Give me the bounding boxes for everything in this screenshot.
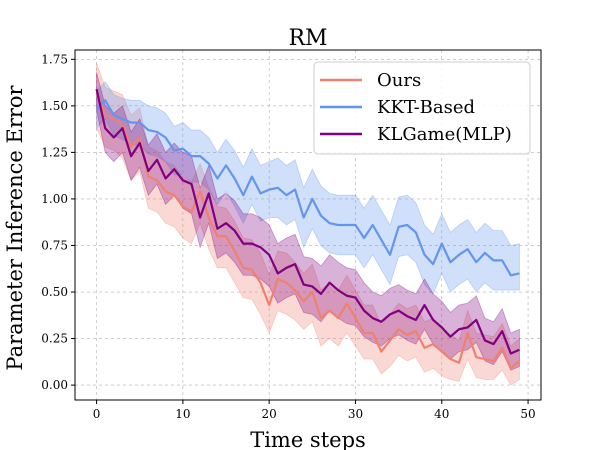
line-ours	[95, 92, 521, 370]
y-axis-ticks: 0.00 0.25 0.50 0.75 1.00 1.25 1.50 1.75	[41, 52, 75, 392]
legend-label-ours: Ours	[377, 70, 421, 91]
legend-label-kkt-based: KKT-Based	[377, 97, 475, 118]
confidence-bands	[96, 62, 520, 386]
plot-frame	[74, 49, 542, 401]
y-tick-label: 0.75	[41, 238, 68, 252]
y-tick-label: 0.00	[41, 378, 68, 392]
x-axis-label: Time steps	[250, 428, 366, 450]
y-tick-label: 1.25	[41, 145, 68, 159]
y-tick-label: 0.25	[41, 332, 68, 346]
band-ours	[96, 62, 520, 386]
y-tick-label: 1.00	[41, 192, 68, 206]
y-axis-label: Parameter Inference Error	[3, 84, 27, 370]
chart-title: RM	[288, 26, 327, 51]
y-tick-label: 1.75	[41, 52, 68, 66]
y-tick-label: 0.50	[41, 285, 68, 299]
x-tick-label: 10	[175, 407, 190, 421]
legend-label-klgame-mlp: KLGame(MLP)	[377, 124, 512, 145]
x-tick-label: 0	[93, 407, 101, 421]
x-tick-label: 30	[348, 407, 363, 421]
y-tick-label: 1.50	[41, 99, 68, 113]
x-tick-label: 50	[520, 407, 535, 421]
line-kkt-based	[95, 99, 520, 277]
series-lines	[95, 88, 521, 370]
line-klgame-mlp	[95, 88, 520, 355]
band-klgame-mlp	[96, 72, 520, 371]
band-kkt-based	[96, 81, 520, 295]
x-axis-ticks: 0 10 20 30 40 50	[93, 400, 536, 421]
x-tick-label: 20	[262, 407, 277, 421]
x-tick-label: 40	[434, 407, 449, 421]
legend-box	[313, 61, 531, 155]
legend: Ours KKT-Based KLGame(MLP)	[313, 61, 531, 155]
